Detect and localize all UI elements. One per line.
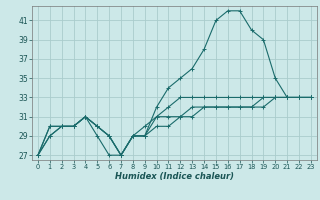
X-axis label: Humidex (Indice chaleur): Humidex (Indice chaleur) — [115, 172, 234, 181]
